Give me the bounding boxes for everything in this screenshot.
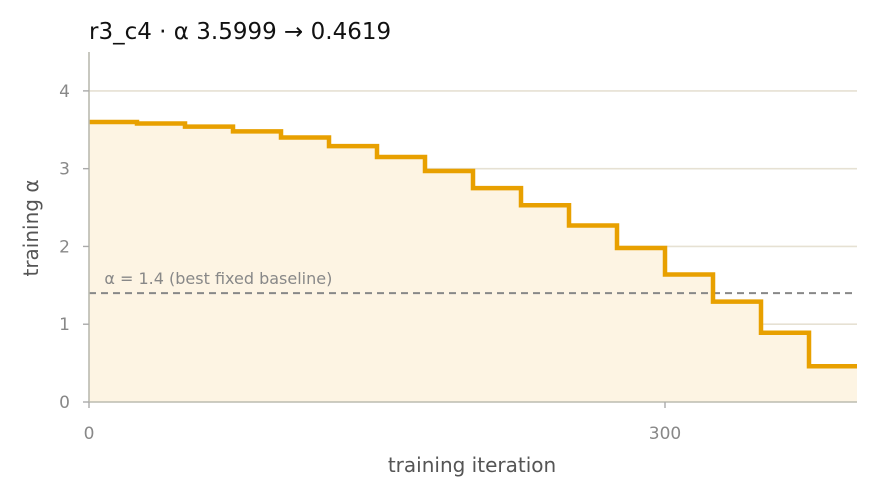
series-area (89, 122, 857, 402)
y-tick-label: 4 (59, 82, 70, 102)
baseline-annotation: α = 1.4 (best fixed baseline) (104, 269, 332, 288)
series-line (89, 119, 857, 369)
y-axis-label: training α (19, 179, 43, 276)
x-tick-label: 300 (649, 424, 681, 444)
y-tick-label: 0 (59, 393, 70, 413)
chart-title: r3_c4 · α 3.5999 → 0.4619 (89, 19, 391, 45)
x-tick-label: 0 (84, 424, 95, 444)
axis-ticks: 0 1 2 3 4 0 300 (59, 82, 681, 444)
y-tick-label: 1 (59, 315, 70, 335)
y-tick-label: 2 (59, 237, 70, 257)
x-axis-label: training iteration (388, 453, 556, 477)
y-tick-label: 3 (59, 160, 70, 180)
